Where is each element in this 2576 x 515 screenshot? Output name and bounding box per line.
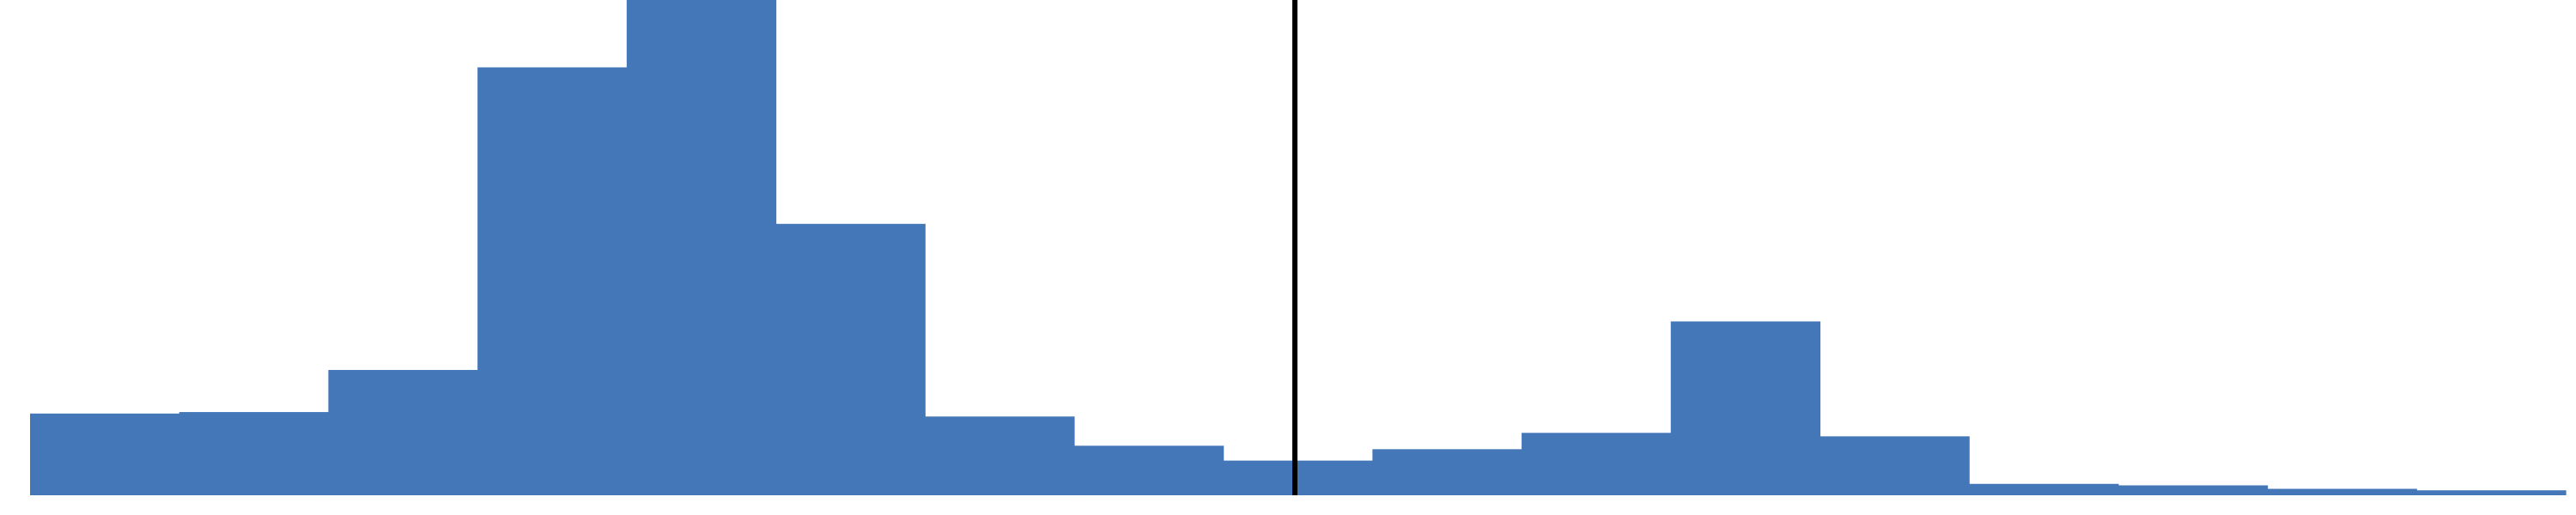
histogram-bar — [179, 412, 330, 495]
histogram-bar — [775, 223, 926, 495]
histogram-bar — [1223, 460, 1373, 495]
histogram-bar — [2117, 485, 2269, 495]
histogram-bar — [626, 0, 777, 495]
histogram-bar — [477, 67, 628, 495]
histogram-bar — [1522, 433, 1672, 495]
histogram-bars — [30, 0, 2567, 495]
histogram-bar — [925, 416, 1075, 495]
histogram-bar — [1073, 445, 1224, 495]
histogram-bar — [1969, 483, 2119, 495]
histogram-bar — [2416, 490, 2567, 495]
histogram-bar — [1820, 436, 1970, 495]
histogram-bar — [328, 370, 478, 495]
histogram-bar — [1670, 321, 1821, 495]
histogram-bar — [30, 413, 180, 495]
histogram-bar — [1372, 449, 1522, 495]
histogram-bar — [2267, 488, 2417, 495]
